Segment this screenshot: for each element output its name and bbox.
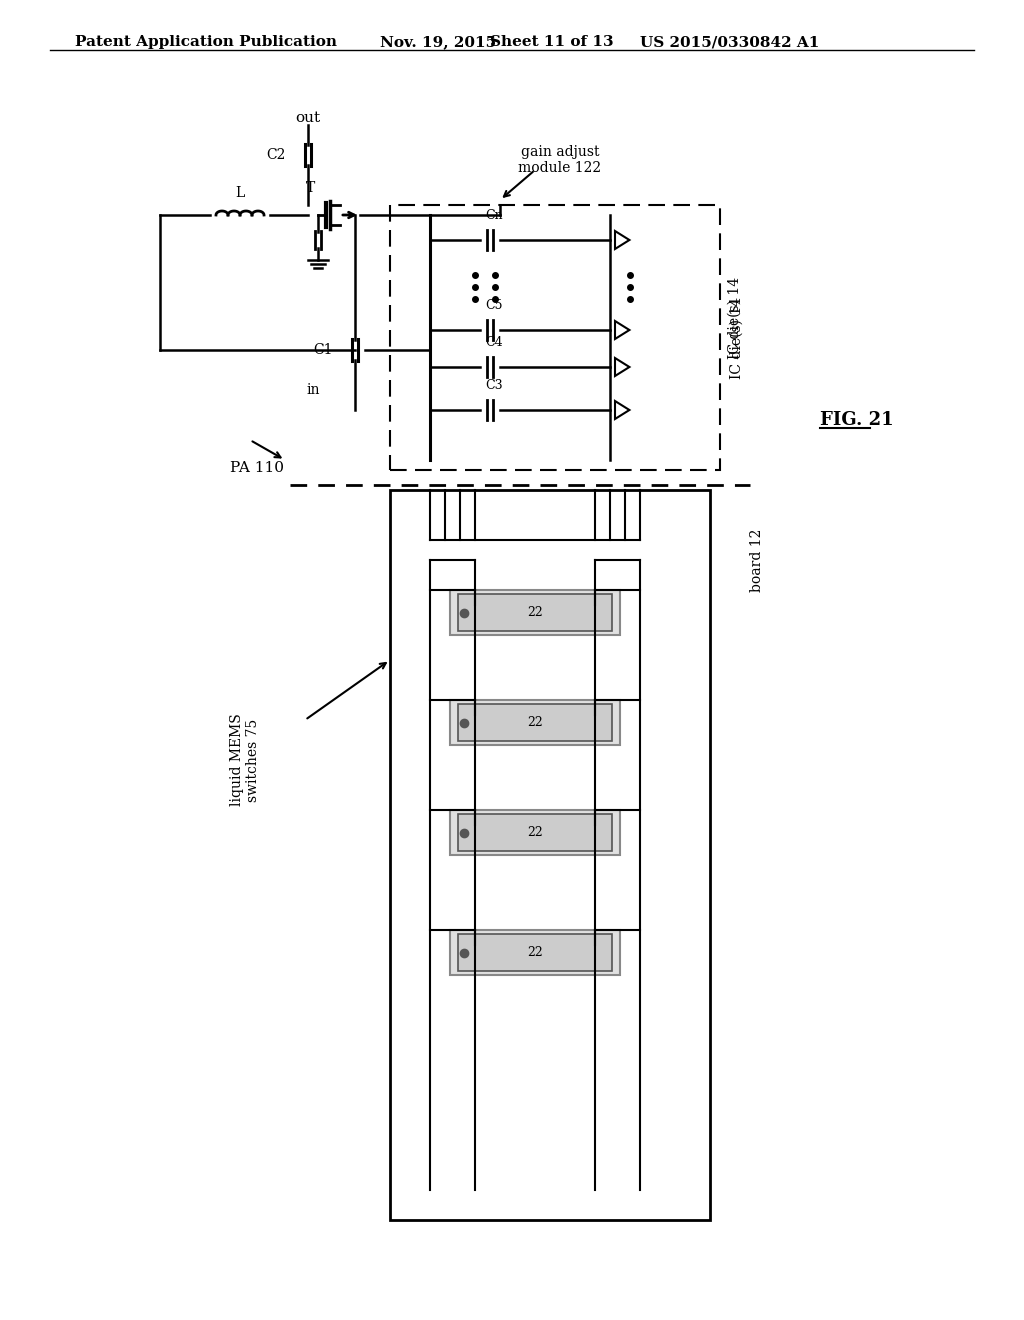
Text: C3: C3 <box>485 379 503 392</box>
Bar <box>450 810 620 855</box>
Bar <box>458 935 612 972</box>
Text: Patent Application Publication: Patent Application Publication <box>75 36 337 49</box>
Text: Nov. 19, 2015: Nov. 19, 2015 <box>380 36 496 49</box>
Text: liquid MEMS
switches 75: liquid MEMS switches 75 <box>230 714 260 807</box>
Text: US 2015/0330842 A1: US 2015/0330842 A1 <box>640 36 819 49</box>
Text: 22: 22 <box>527 715 543 729</box>
Bar <box>450 590 620 635</box>
Text: IC die(s) 14: IC die(s) 14 <box>730 297 744 379</box>
Bar <box>450 931 620 975</box>
Text: C5: C5 <box>485 300 503 312</box>
Text: PA 110: PA 110 <box>230 461 284 475</box>
Text: in: in <box>306 383 319 397</box>
Text: Sheet 11 of 13: Sheet 11 of 13 <box>490 36 613 49</box>
Bar <box>450 700 620 744</box>
Text: T: T <box>305 181 314 195</box>
Text: board 12: board 12 <box>750 528 764 591</box>
Text: C1: C1 <box>313 343 333 356</box>
Text: 22: 22 <box>527 826 543 840</box>
Text: IC die(s) 14: IC die(s) 14 <box>728 276 742 359</box>
Bar <box>458 594 612 631</box>
Text: Cn: Cn <box>485 209 503 222</box>
Bar <box>458 814 612 851</box>
Text: gain adjust
module 122: gain adjust module 122 <box>518 145 601 176</box>
Text: C2: C2 <box>266 148 286 162</box>
Text: 22: 22 <box>527 946 543 960</box>
Text: C4: C4 <box>485 337 503 348</box>
Bar <box>390 490 710 1220</box>
Text: L: L <box>236 186 245 201</box>
Bar <box>458 704 612 741</box>
Text: 22: 22 <box>527 606 543 619</box>
Bar <box>390 205 720 470</box>
Text: FIG. 21: FIG. 21 <box>820 411 894 429</box>
Text: out: out <box>296 111 321 125</box>
